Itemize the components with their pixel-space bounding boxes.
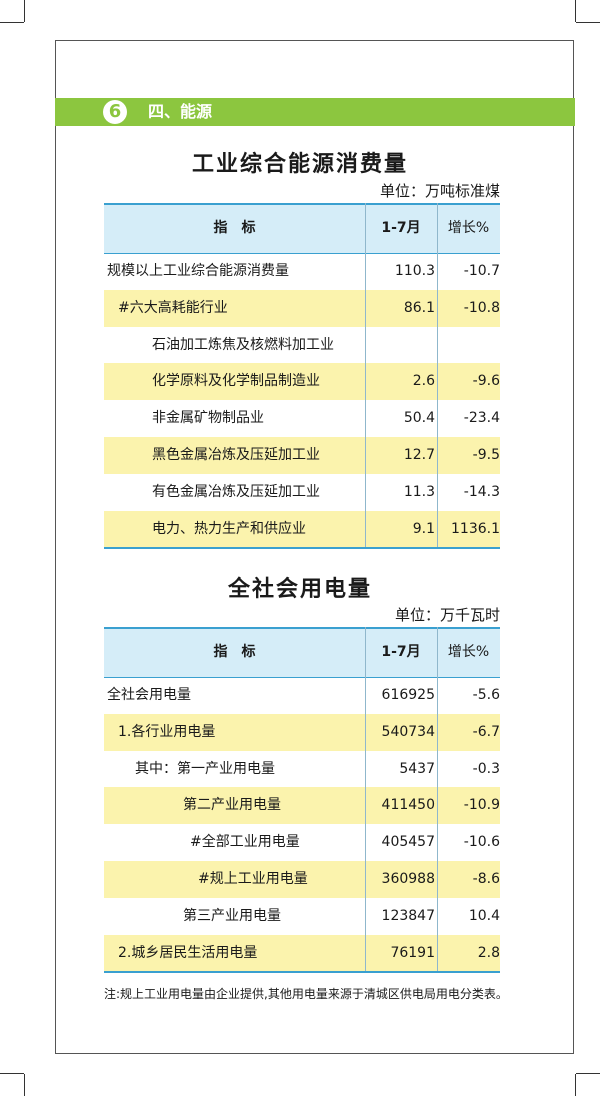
- crop-mark: [576, 1073, 600, 1074]
- row-value: 9.1: [412, 520, 435, 537]
- section-number: 6: [103, 100, 127, 124]
- crop-mark: [575, 0, 576, 22]
- rule: [104, 253, 500, 254]
- row-growth: -5.6: [472, 687, 500, 703]
- row-label: 全社会用电量: [107, 687, 191, 703]
- rule: [104, 203, 500, 205]
- row-bg: [104, 289, 500, 327]
- row-bg: [104, 363, 500, 401]
- table-unit: 单位：万千瓦时: [394, 606, 500, 624]
- row-label: 第三产业用电量: [183, 907, 281, 924]
- row-growth: -10.9: [463, 797, 500, 814]
- crop-mark: [575, 1074, 576, 1096]
- row-value: 360988: [381, 871, 435, 887]
- row-value: 2.6: [412, 373, 435, 390]
- row-value: 12.7: [403, 447, 435, 463]
- row-value: 11.3: [403, 483, 435, 500]
- row-bg: [104, 437, 500, 474]
- column-line: [437, 203, 438, 548]
- header-cell: 1-7月: [381, 220, 421, 236]
- row-label: 1.各行业用电量: [118, 723, 216, 740]
- row-growth: 1136.1: [451, 520, 500, 537]
- row-label: 黑色金属冶炼及压延加工业: [152, 447, 320, 463]
- row-bg: [104, 861, 500, 898]
- column-line: [437, 627, 438, 972]
- header-bg: [104, 203, 500, 253]
- header-cell: 1-7月: [381, 644, 421, 660]
- row-label: 石油加工炼焦及核燃料加工业: [152, 336, 334, 353]
- row-value: 540734: [381, 723, 435, 740]
- header-cell: 增长%: [447, 644, 490, 660]
- header-cell: 指 标: [213, 644, 256, 660]
- header-cell: 指 标: [213, 220, 256, 236]
- row-value: 76191: [390, 944, 435, 961]
- row-growth: -9.5: [472, 447, 500, 463]
- row-bg: [104, 713, 500, 751]
- row-label: 电力、热力生产和供应业: [152, 520, 306, 537]
- row-growth: 2.8: [477, 944, 500, 961]
- column-line: [365, 627, 366, 972]
- row-label: 第二产业用电量: [183, 797, 281, 814]
- row-growth: -14.3: [463, 483, 500, 500]
- row-label: 其中：第一产业用电量: [135, 760, 275, 777]
- row-value: 50.4: [403, 410, 435, 427]
- crop-mark: [0, 1073, 24, 1074]
- row-label: 非金属矿物制品业: [152, 410, 264, 427]
- row-growth: -10.8: [463, 299, 500, 316]
- table-title: 工业综合能源消费量: [191, 152, 408, 177]
- row-value: 405457: [381, 834, 435, 851]
- row-growth: -6.7: [472, 723, 500, 740]
- row-label: #规上工业用电量: [198, 871, 308, 887]
- row-label: 有色金属冶炼及压延加工业: [152, 483, 320, 500]
- crop-mark: [0, 22, 24, 23]
- row-bg: [104, 787, 500, 825]
- crop-mark: [576, 22, 600, 23]
- row-growth: -10.6: [463, 834, 500, 851]
- rule: [104, 547, 500, 550]
- row-growth: -0.3: [472, 760, 500, 777]
- row-value: 123847: [381, 907, 435, 924]
- row-bg: [104, 510, 500, 548]
- column-line: [365, 203, 366, 548]
- row-value: 616925: [381, 687, 435, 703]
- table-title: 全社会用电量: [227, 577, 372, 602]
- row-growth: 10.4: [468, 907, 500, 924]
- row-label: #六大高耗能行业: [118, 299, 228, 316]
- row-value: 5437: [399, 760, 435, 777]
- page-frame: [55, 40, 574, 1054]
- section-title: 四、能源: [148, 102, 213, 121]
- row-growth: -9.6: [472, 373, 500, 390]
- header-cell: 增长%: [447, 220, 490, 236]
- rule: [104, 627, 500, 629]
- section-bar: [55, 98, 575, 126]
- rule: [104, 677, 500, 678]
- row-value: 86.1: [403, 299, 435, 316]
- row-growth: -10.7: [463, 263, 500, 279]
- table-unit: 单位：万吨标准煤: [379, 182, 500, 200]
- row-value: 411450: [381, 797, 435, 814]
- row-growth: -23.4: [463, 410, 500, 427]
- crop-mark: [24, 1074, 25, 1096]
- crop-mark: [24, 0, 25, 22]
- row-bg: [104, 934, 500, 972]
- row-label: #全部工业用电量: [190, 834, 300, 851]
- row-label: 规模以上工业综合能源消费量: [107, 263, 289, 279]
- header-bg: [104, 627, 500, 677]
- row-label: 2.城乡居民生活用电量: [118, 944, 258, 961]
- footnote: 注:规上工业用电量由企业提供,其他用电量来源于清城区供电局用电分类表。: [104, 987, 508, 1001]
- rule: [104, 971, 500, 974]
- row-value: 110.3: [394, 263, 435, 279]
- row-growth: -8.6: [472, 871, 500, 887]
- row-label: 化学原料及化学制品制造业: [152, 373, 320, 390]
